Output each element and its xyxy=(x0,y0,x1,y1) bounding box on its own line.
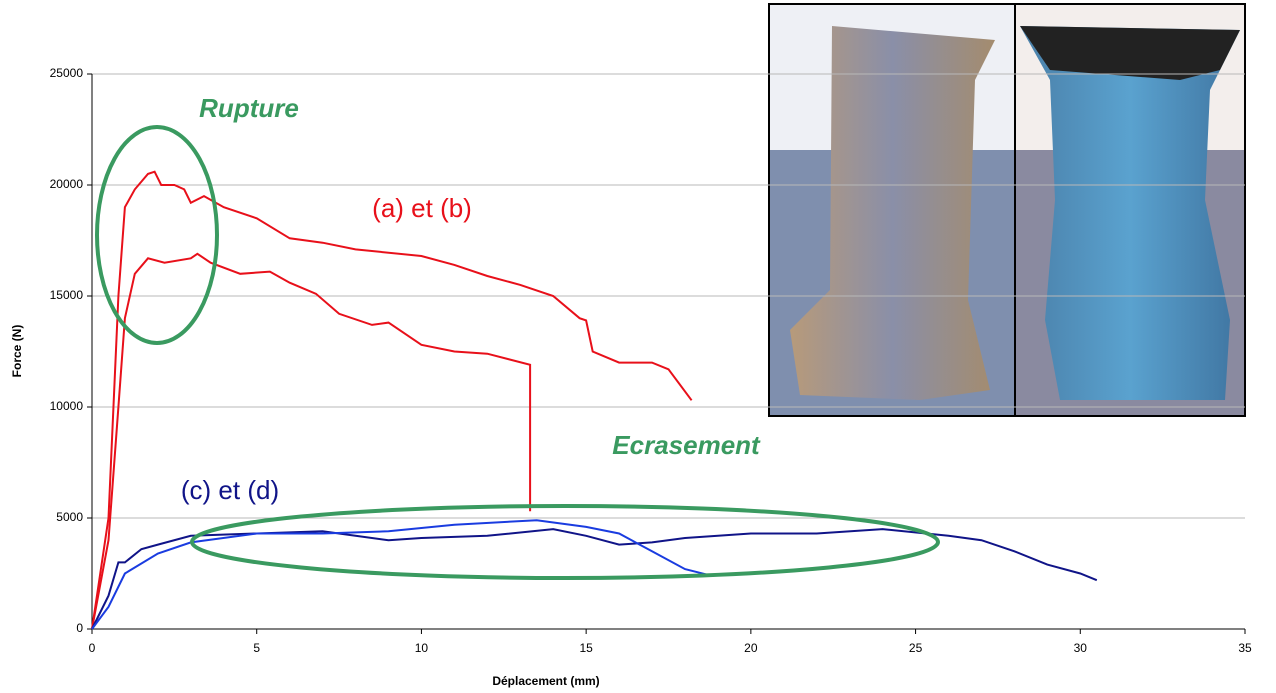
highlight-ellipse xyxy=(95,125,219,345)
series-line xyxy=(91,519,712,630)
series-line xyxy=(91,170,693,630)
x-tick-label: 25 xyxy=(909,641,923,655)
x-tick-label: 10 xyxy=(415,641,429,655)
x-tick-label: 20 xyxy=(744,641,758,655)
annotation: Rupture xyxy=(199,93,299,123)
annotation: Ecrasement xyxy=(612,430,761,460)
y-tick-label: 20000 xyxy=(50,177,84,191)
series-line xyxy=(91,528,1098,630)
photo-frame xyxy=(768,3,1246,417)
y-tick-label: 0 xyxy=(76,621,83,635)
y-tick-label: 10000 xyxy=(50,399,84,413)
x-tick-label: 30 xyxy=(1074,641,1088,655)
annotation: (c) et (d) xyxy=(181,475,279,505)
x-tick-label: 15 xyxy=(579,641,593,655)
specimen xyxy=(790,26,995,400)
y-axis-label: Force (N) xyxy=(10,325,24,378)
x-tick-label: 35 xyxy=(1238,641,1252,655)
photos xyxy=(768,3,1246,417)
y-tick-label: 25000 xyxy=(50,66,84,80)
y-tick-label: 15000 xyxy=(50,288,84,302)
series-line xyxy=(91,252,532,630)
x-axis-label: Déplacement (mm) xyxy=(492,674,599,688)
specimen xyxy=(1020,26,1240,400)
specimen-top xyxy=(1020,26,1240,80)
highlight-ellipse xyxy=(190,504,940,580)
annotation: (a) et (b) xyxy=(372,193,472,223)
y-tick-label: 5000 xyxy=(56,510,83,524)
x-tick-label: 0 xyxy=(89,641,96,655)
x-tick-label: 5 xyxy=(253,641,260,655)
